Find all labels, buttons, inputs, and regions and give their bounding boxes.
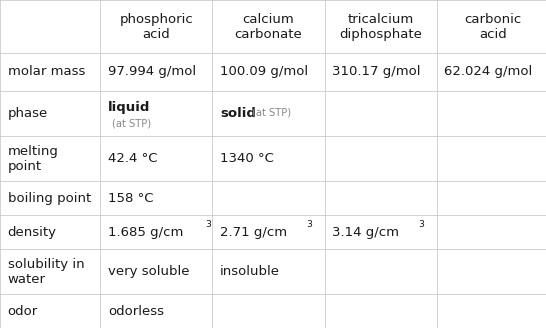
Text: odorless: odorless <box>108 305 164 318</box>
Text: 310.17 g/mol: 310.17 g/mol <box>332 65 421 78</box>
Text: very soluble: very soluble <box>108 265 189 278</box>
Text: 62.024 g/mol: 62.024 g/mol <box>444 65 533 78</box>
Text: density: density <box>8 226 57 238</box>
Text: insoluble: insoluble <box>220 265 280 278</box>
Text: 42.4 °C: 42.4 °C <box>108 152 157 165</box>
Text: molar mass: molar mass <box>8 65 85 78</box>
Text: melting
point: melting point <box>8 145 58 173</box>
Text: 1340 °C: 1340 °C <box>220 152 274 165</box>
Text: 3: 3 <box>205 220 211 229</box>
Text: 100.09 g/mol: 100.09 g/mol <box>220 65 308 78</box>
Text: phase: phase <box>8 107 48 120</box>
Text: 1.685 g/cm: 1.685 g/cm <box>108 226 183 238</box>
Text: 3: 3 <box>419 220 425 229</box>
Text: (at STP): (at STP) <box>252 108 292 118</box>
Text: phosphoric
acid: phosphoric acid <box>120 12 193 41</box>
Text: 3.14 g/cm: 3.14 g/cm <box>332 226 399 238</box>
Text: carbonic
acid: carbonic acid <box>464 12 521 41</box>
Text: solubility in
water: solubility in water <box>8 257 84 286</box>
Text: calcium
carbonate: calcium carbonate <box>235 12 302 41</box>
Text: (at STP): (at STP) <box>112 118 151 128</box>
Text: solid: solid <box>220 107 256 120</box>
Text: liquid: liquid <box>108 100 150 113</box>
Text: tricalcium
diphosphate: tricalcium diphosphate <box>339 12 422 41</box>
Text: boiling point: boiling point <box>8 192 91 205</box>
Text: 2.71 g/cm: 2.71 g/cm <box>220 226 287 238</box>
Text: 3: 3 <box>307 220 312 229</box>
Text: 97.994 g/mol: 97.994 g/mol <box>108 65 196 78</box>
Text: 158 °C: 158 °C <box>108 192 153 205</box>
Text: odor: odor <box>8 305 38 318</box>
